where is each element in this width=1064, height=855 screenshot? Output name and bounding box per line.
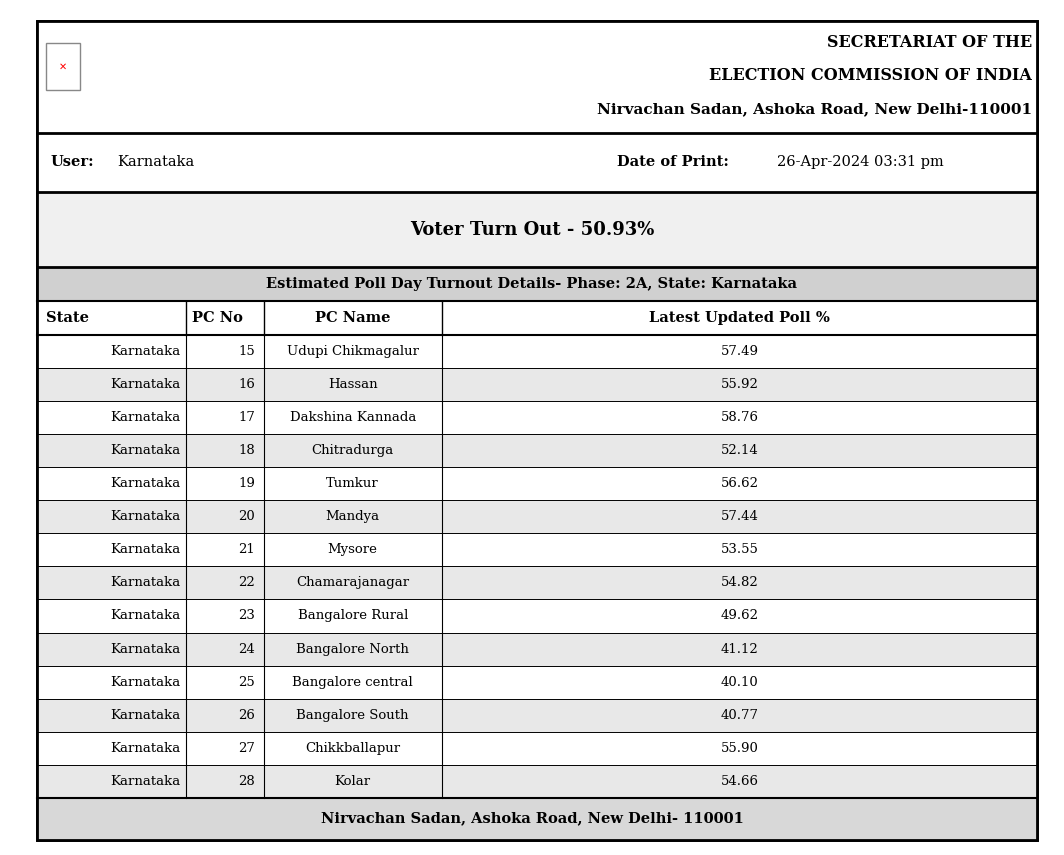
Text: 54.82: 54.82 (720, 576, 759, 589)
Text: 49.62: 49.62 (720, 610, 759, 622)
Text: 55.92: 55.92 (720, 378, 759, 392)
Text: 18: 18 (238, 445, 255, 457)
Text: 27: 27 (238, 741, 255, 755)
Text: Karnataka: Karnataka (111, 378, 181, 392)
Bar (37, 401, 1037, 434)
Text: Karnataka: Karnataka (111, 643, 181, 656)
Text: Kolar: Kolar (335, 775, 370, 787)
Text: 17: 17 (238, 411, 255, 424)
Text: 19: 19 (238, 477, 255, 490)
Bar (37, 468, 1037, 500)
Text: User:: User: (50, 156, 94, 169)
Text: Karnataka: Karnataka (111, 411, 181, 424)
Text: Bangalore Rural: Bangalore Rural (298, 610, 408, 622)
Text: ✕: ✕ (59, 62, 67, 71)
Text: 53.55: 53.55 (720, 544, 759, 557)
Text: Mysore: Mysore (328, 544, 378, 557)
Bar (37, 798, 1037, 840)
Bar (37, 434, 1037, 468)
Text: 21: 21 (238, 544, 255, 557)
Text: Karnataka: Karnataka (111, 610, 181, 622)
Text: 56.62: 56.62 (720, 477, 759, 490)
Bar (37, 633, 1037, 665)
Text: State: State (46, 311, 88, 325)
Text: Karnataka: Karnataka (111, 741, 181, 755)
Text: Latest Updated Poll %: Latest Updated Poll % (649, 311, 830, 325)
Bar (37, 133, 1037, 192)
Text: Tumkur: Tumkur (327, 477, 379, 490)
Text: Karnataka: Karnataka (111, 477, 181, 490)
Bar (37, 599, 1037, 633)
Text: Karnataka: Karnataka (111, 675, 181, 688)
Text: Karnataka: Karnataka (111, 576, 181, 589)
Bar (37, 665, 1037, 699)
Text: Dakshina Kannada: Dakshina Kannada (289, 411, 416, 424)
Bar (37, 500, 1037, 534)
Bar (37, 21, 1037, 133)
Text: 28: 28 (238, 775, 255, 787)
Text: Udupi Chikmagalur: Udupi Chikmagalur (286, 345, 419, 358)
Text: ELECTION COMMISSION OF INDIA: ELECTION COMMISSION OF INDIA (710, 67, 1032, 84)
Bar (37, 192, 1037, 267)
Text: Karnataka: Karnataka (111, 709, 181, 722)
Bar (37, 699, 1037, 732)
Text: Karnataka: Karnataka (111, 510, 181, 523)
Text: 41.12: 41.12 (720, 643, 759, 656)
Text: 57.44: 57.44 (720, 510, 759, 523)
Text: Nirvachan Sadan, Ashoka Road, New Delhi- 110001: Nirvachan Sadan, Ashoka Road, New Delhi-… (320, 811, 744, 826)
Text: Karnataka: Karnataka (111, 775, 181, 787)
Bar (37, 732, 1037, 764)
Text: Karnataka: Karnataka (117, 156, 195, 169)
Text: PC No: PC No (192, 311, 243, 325)
Text: Bangalore South: Bangalore South (297, 709, 409, 722)
Text: 54.66: 54.66 (720, 775, 759, 787)
Text: 22: 22 (238, 576, 255, 589)
Text: Karnataka: Karnataka (111, 445, 181, 457)
Text: 55.90: 55.90 (720, 741, 759, 755)
Text: 24: 24 (238, 643, 255, 656)
Text: Date of Print:: Date of Print: (617, 156, 729, 169)
Text: 26-Apr-2024 03:31 pm: 26-Apr-2024 03:31 pm (777, 156, 944, 169)
Text: 16: 16 (238, 378, 255, 392)
Text: Voter Turn Out - 50.93%: Voter Turn Out - 50.93% (410, 221, 654, 239)
Bar (46, 43, 80, 90)
Text: 23: 23 (238, 610, 255, 622)
Text: 26: 26 (238, 709, 255, 722)
Text: Chikkballapur: Chikkballapur (305, 741, 400, 755)
Text: Karnataka: Karnataka (111, 544, 181, 557)
Text: Bangalore central: Bangalore central (293, 675, 413, 688)
Text: Mandya: Mandya (326, 510, 380, 523)
Text: 20: 20 (238, 510, 255, 523)
Text: 52.14: 52.14 (720, 445, 759, 457)
Text: Bangalore North: Bangalore North (296, 643, 410, 656)
Bar (37, 301, 1037, 335)
Text: Nirvachan Sadan, Ashoka Road, New Delhi-110001: Nirvachan Sadan, Ashoka Road, New Delhi-… (597, 103, 1032, 116)
Bar (37, 764, 1037, 798)
Text: 40.10: 40.10 (720, 675, 759, 688)
Bar (37, 369, 1037, 401)
Bar (37, 566, 1037, 599)
Bar (37, 335, 1037, 369)
Text: Estimated Poll Day Turnout Details- Phase: 2A, State: Karnataka: Estimated Poll Day Turnout Details- Phas… (266, 277, 798, 291)
Text: 25: 25 (238, 675, 255, 688)
Text: PC Name: PC Name (315, 311, 390, 325)
Text: 57.49: 57.49 (720, 345, 759, 358)
Text: SECRETARIAT OF THE: SECRETARIAT OF THE (827, 34, 1032, 51)
Bar (37, 534, 1037, 566)
Text: Karnataka: Karnataka (111, 345, 181, 358)
Text: Chitradurga: Chitradurga (312, 445, 394, 457)
Text: 40.77: 40.77 (720, 709, 759, 722)
Text: 15: 15 (238, 345, 255, 358)
Text: Chamarajanagar: Chamarajanagar (296, 576, 410, 589)
Text: Hassan: Hassan (328, 378, 378, 392)
Text: 58.76: 58.76 (720, 411, 759, 424)
Bar (37, 267, 1037, 301)
